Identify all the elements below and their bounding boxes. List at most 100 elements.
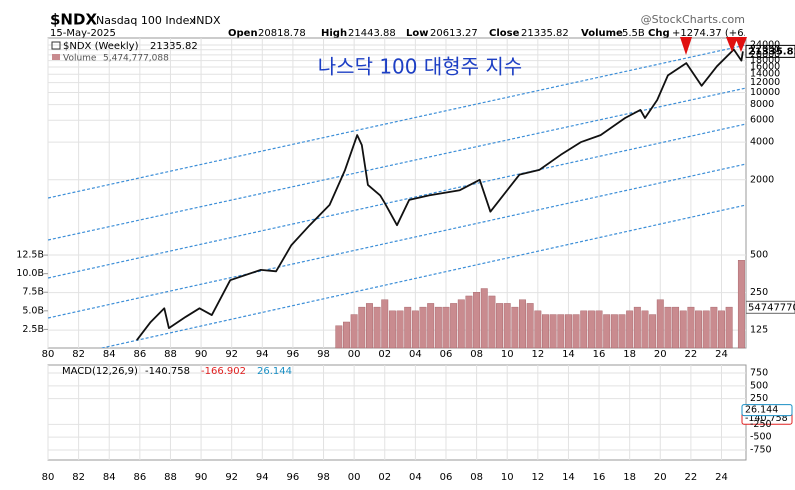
volume-tag-label: 5474777088 <box>748 302 795 313</box>
arrow <box>735 37 747 52</box>
x-tick-label: 98 <box>317 349 330 360</box>
x-tick-label: 84 <box>103 349 116 360</box>
open: 20818.78 <box>258 28 306 39</box>
symbol: $NDX <box>50 11 97 29</box>
legend-icon <box>52 54 60 60</box>
x-tick-label: 04 <box>409 349 422 360</box>
volume-bar <box>388 310 396 349</box>
macd-legend-value: -166.902 <box>201 366 246 377</box>
y-tick-label: 6000 <box>750 115 774 126</box>
volume-tick-label: 7.5B <box>22 287 44 298</box>
y-tick-label: 22000 <box>750 44 780 55</box>
x-tick-label: 80 <box>42 472 55 483</box>
x-tick-label: 86 <box>133 472 146 483</box>
y-tick-label: -500 <box>750 432 772 443</box>
y-tick-label: -250 <box>750 419 772 430</box>
volume-bar <box>434 306 442 349</box>
y-tick-label: 10000 <box>750 87 780 98</box>
volume-label: Volume <box>581 28 623 39</box>
annotation: 나스닥 100 대형주 지수 <box>318 55 522 79</box>
x-tick-label: 12 <box>531 472 544 483</box>
y-tick-label: 125 <box>750 325 768 336</box>
volume-tick-label: 2.5B <box>22 324 44 335</box>
y-tick-label: 750 <box>750 368 768 379</box>
volume-bar <box>335 325 343 349</box>
volume-bar <box>496 303 504 349</box>
volume-bar <box>672 306 680 349</box>
volume-bar <box>618 314 626 349</box>
x-tick-label: 94 <box>256 349 269 360</box>
x-tick-label: 96 <box>287 349 300 360</box>
close: 21335.82 <box>521 28 569 39</box>
x-tick-label: 14 <box>562 349 575 360</box>
arrow <box>680 37 692 55</box>
volume-tag: 5474777088 <box>746 300 795 314</box>
price-last: 21335.82 <box>150 41 198 52</box>
y-tick-label: 14000 <box>750 69 780 80</box>
volume-bar <box>488 295 496 349</box>
y-tick-label: 24000 <box>750 39 780 50</box>
x-tick-label: 94 <box>256 472 269 483</box>
volume-bar <box>534 310 542 349</box>
volume-bar <box>373 306 381 349</box>
volume-legend: Volume <box>63 54 97 64</box>
x-tick-label: 86 <box>133 349 146 360</box>
volume-bar <box>526 303 534 349</box>
volume-bar <box>381 299 389 349</box>
x-tick-label: 22 <box>685 472 698 483</box>
y-tick-label: 20000 <box>750 49 780 60</box>
date: 15-May-2025 <box>50 28 116 39</box>
macd-legend-value: -140.758 <box>145 366 190 377</box>
trend-line <box>48 87 746 241</box>
x-tick-label: 02 <box>378 349 391 360</box>
x-tick-label: 18 <box>623 349 636 360</box>
volume-last: 5,474,777,088 <box>103 54 169 64</box>
volume-bar <box>626 310 634 349</box>
high: 21443.88 <box>348 28 396 39</box>
trend-line <box>48 44 746 199</box>
macd-tag-label: -140.758 <box>745 413 788 424</box>
volume-bar <box>603 314 611 349</box>
volume-bar <box>580 310 588 349</box>
x-tick-label: 08 <box>470 472 483 483</box>
arrow <box>726 37 738 52</box>
volume-bar <box>350 314 358 349</box>
volume-bar <box>450 303 458 349</box>
y-tick-label: 16000 <box>750 61 780 72</box>
x-tick-label: 10 <box>501 349 514 360</box>
volume-bar <box>343 321 350 349</box>
volume-bar <box>564 314 572 349</box>
x-tick-label: 22 <box>685 349 698 360</box>
y-tick-label: 500 <box>750 249 768 260</box>
volume-bar <box>511 306 519 349</box>
x-tick-label: 96 <box>287 472 300 483</box>
x-tick-label: 82 <box>72 472 85 483</box>
volume-bar <box>587 310 595 349</box>
y-tick-label: 2000 <box>750 174 774 185</box>
x-tick-label: 14 <box>562 472 575 483</box>
volume-bar <box>695 310 702 349</box>
volume-bar <box>465 295 473 349</box>
volume-tick-label: 10.0B <box>16 268 44 279</box>
x-tick-label: 24 <box>715 472 728 483</box>
index-name: Nasdaq 100 Index <box>96 14 196 27</box>
volume-bar <box>358 306 366 349</box>
trend-line <box>48 123 746 279</box>
x-tick-label: 18 <box>623 472 636 483</box>
volume-bar <box>656 299 664 349</box>
volume-tag-box <box>746 300 795 314</box>
x-tick-label: 06 <box>440 472 453 483</box>
x-tick-label: 88 <box>164 472 177 483</box>
volume-bar <box>664 306 672 349</box>
volume-bar <box>710 306 718 349</box>
x-tick-label: 90 <box>195 472 208 483</box>
y-tick-label: 12000 <box>750 77 780 88</box>
y-tick-label: -750 <box>750 444 772 455</box>
volume-bar <box>480 288 488 349</box>
macd-tag-label: 26.144 <box>745 405 778 416</box>
volume-bar <box>365 303 373 349</box>
y-tick-label: 250 <box>750 287 768 298</box>
legend-icon <box>51 41 61 50</box>
volume-tick-label: 12.5B <box>16 250 44 261</box>
